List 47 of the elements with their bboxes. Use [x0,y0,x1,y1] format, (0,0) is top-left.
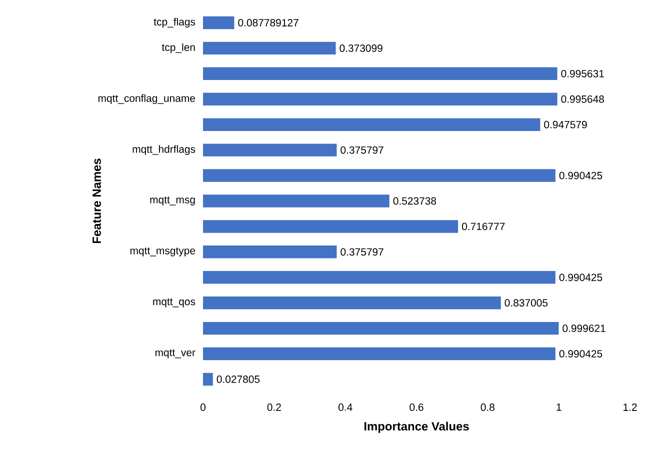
data-label: 0.947579 [544,120,587,128]
data-label: 0.373099 [340,44,382,52]
x-axis-title: Importance Values [364,422,469,433]
data-label: 0.087789127 [238,19,298,26]
y-tick-label: tcp_len [162,43,195,54]
bar [203,118,540,131]
y-axis-title: Feature Names [92,158,101,244]
y-tick-label: mqtt_ver [155,349,196,358]
data-label: 0.027805 [216,376,260,383]
data-label: 0.375797 [340,248,384,256]
data-label: 0.995631 [561,70,604,78]
data-label: 0.716777 [462,222,505,230]
data-label: 0.995648 [561,95,604,103]
bar [203,144,337,156]
x-tick-label: 1.2 [624,404,637,411]
x-tick-label: 0 [200,404,206,411]
y-tick-label: mqtt_hdrflags [132,145,196,155]
x-tick-label: 1 [556,404,562,411]
bar [203,16,234,30]
bar [203,194,390,208]
data-label: 0.837005 [504,299,548,307]
y-tick-label: tcp_flags [154,18,196,28]
bar [203,372,213,386]
bar [203,169,556,182]
bar [203,347,556,360]
x-tick-label: 0.2 [267,404,281,411]
data-label: 0.375797 [340,146,384,154]
y-tick-label: mqtt_msg [150,196,195,206]
bar [203,92,558,106]
bar [203,296,501,310]
x-tick-label: 0.4 [338,404,352,411]
data-label: 0.990425 [559,350,602,358]
data-label: 0.523738 [393,197,436,205]
y-tick-label: mqtt_qos [153,298,196,308]
x-tick-label: 0.8 [480,404,494,411]
data-label: 0.990425 [559,172,602,180]
bar [203,246,337,258]
data-label: 0.999621 [562,324,606,332]
bar [203,42,336,55]
bar [203,67,558,80]
bar [203,220,458,233]
bar [203,322,559,335]
y-tick-label: mqtt_conflag_uname [98,94,195,104]
bar [203,271,556,284]
data-label: 0.990425 [559,274,602,282]
x-tick-label: 0.6 [410,404,424,411]
y-tick-label: mqtt_msgtype [130,247,196,256]
